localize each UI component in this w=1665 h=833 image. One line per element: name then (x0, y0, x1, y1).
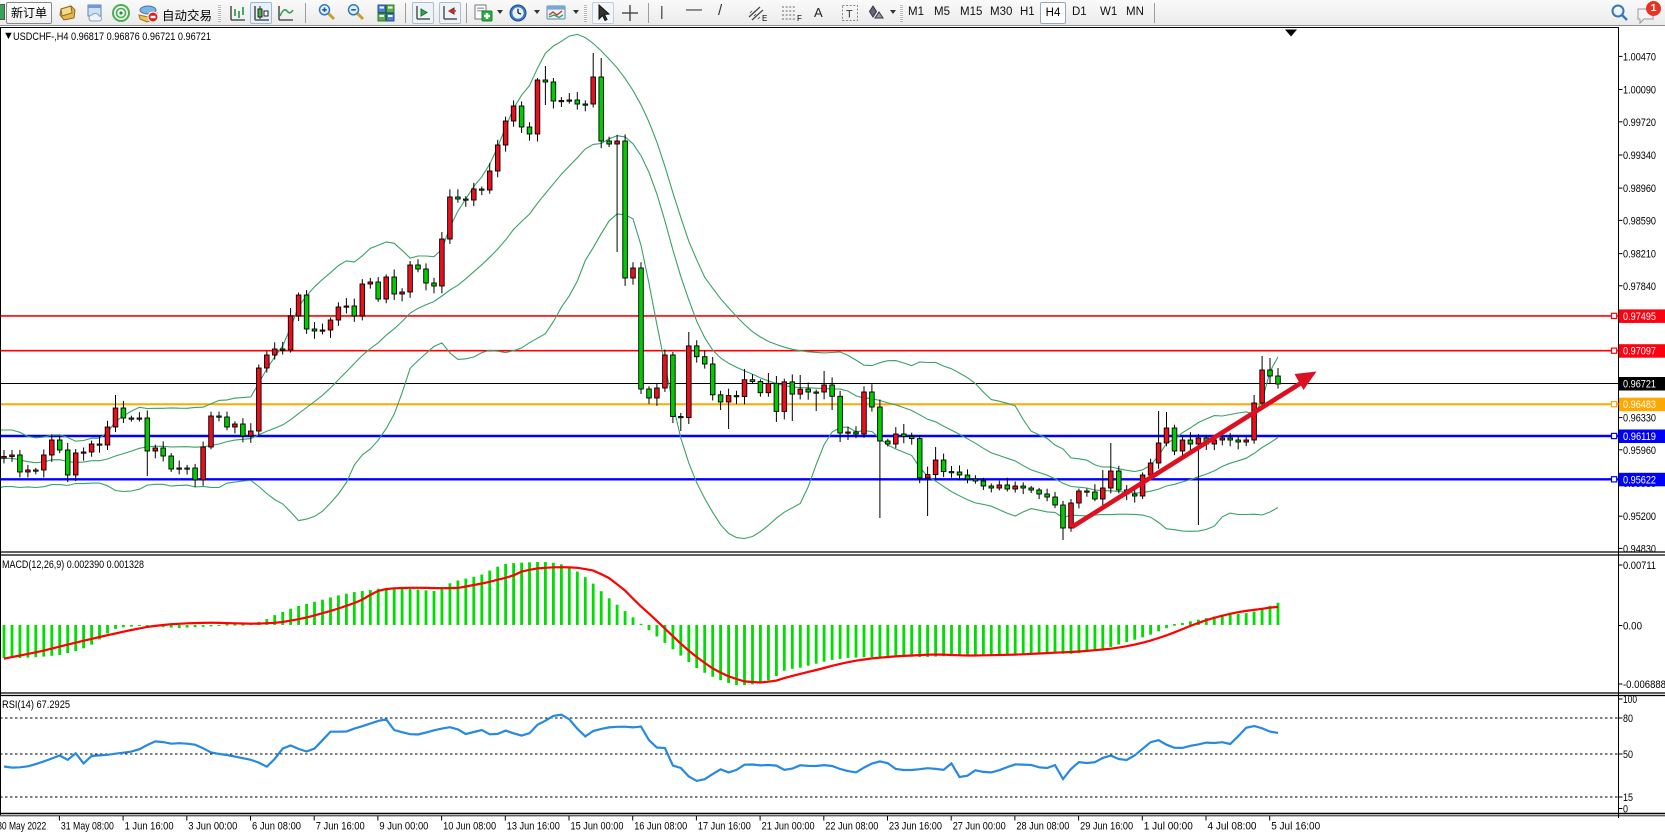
svg-text:MACD(12,26,9) 0.002390 0.00132: MACD(12,26,9) 0.002390 0.001328 (2, 559, 144, 571)
svg-text:F: F (797, 14, 802, 23)
svg-text:9 Jun 00:00: 9 Jun 00:00 (379, 821, 428, 833)
svg-text:28 Jun 08:00: 28 Jun 08:00 (1016, 821, 1069, 833)
svg-text:0.95622: 0.95622 (1623, 474, 1656, 486)
svg-text:T: T (846, 9, 853, 21)
svg-text:0.97097: 0.97097 (1623, 346, 1656, 358)
svg-text:0.98960: 0.98960 (1623, 183, 1656, 195)
svg-text:0.99720: 0.99720 (1623, 117, 1656, 129)
svg-text:10 Jun 08:00: 10 Jun 08:00 (443, 821, 496, 833)
svg-text:0.98210: 0.98210 (1623, 249, 1656, 261)
svg-text:4 Jul 08:00: 4 Jul 08:00 (1208, 821, 1257, 833)
svg-text:▼: ▼ (3, 30, 14, 42)
svg-text:100: 100 (1623, 694, 1637, 706)
svg-text:1.00090: 1.00090 (1623, 85, 1656, 97)
svg-text:17 Jun 16:00: 17 Jun 16:00 (698, 821, 751, 833)
svg-text:6 Jun 08:00: 6 Jun 08:00 (252, 821, 301, 833)
svg-text:1 Jul 00:00: 1 Jul 00:00 (1144, 821, 1193, 833)
svg-text:0.95960: 0.95960 (1623, 445, 1656, 457)
svg-text:21 Jun 00:00: 21 Jun 00:00 (762, 821, 815, 833)
svg-text:0.98590: 0.98590 (1623, 215, 1656, 227)
svg-text:80: 80 (1623, 713, 1633, 725)
svg-text:15 Jun 00:00: 15 Jun 00:00 (571, 821, 624, 833)
svg-text:0.99340: 0.99340 (1623, 150, 1656, 162)
svg-text:0.96119: 0.96119 (1623, 431, 1656, 443)
svg-text:0.94830: 0.94830 (1623, 543, 1656, 555)
svg-text:0.96483: 0.96483 (1623, 399, 1656, 411)
svg-text:-0.006888: -0.006888 (1623, 679, 1665, 691)
svg-text:1 Jun 16:00: 1 Jun 16:00 (125, 821, 174, 833)
svg-text:22 Jun 08:00: 22 Jun 08:00 (825, 821, 878, 833)
svg-text:30 May 2022: 30 May 2022 (0, 821, 46, 833)
svg-text:16 Jun 08:00: 16 Jun 08:00 (634, 821, 687, 833)
svg-text:7 Jun 16:00: 7 Jun 16:00 (316, 821, 365, 833)
svg-text:13 Jun 16:00: 13 Jun 16:00 (507, 821, 560, 833)
svg-text:0.00711: 0.00711 (1623, 560, 1656, 572)
svg-text:5 Jul 16:00: 5 Jul 16:00 (1271, 821, 1320, 833)
svg-text:RSI(14) 67.2925: RSI(14) 67.2925 (2, 699, 70, 711)
svg-text:0.95200: 0.95200 (1623, 511, 1656, 523)
svg-text:0: 0 (1623, 804, 1628, 816)
svg-text:15: 15 (1623, 792, 1633, 804)
svg-text:23 Jun 16:00: 23 Jun 16:00 (889, 821, 942, 833)
svg-text:0.97495: 0.97495 (1623, 311, 1656, 323)
svg-text:31 May 08:00: 31 May 08:00 (61, 821, 114, 833)
svg-text:USDCHF-,H4 0.96817 0.96876 0.: USDCHF-,H4 0.96817 0.96876 0.96721 0.967… (13, 31, 211, 43)
svg-text:0.96721: 0.96721 (1623, 379, 1656, 391)
svg-text:0.00: 0.00 (1623, 621, 1642, 633)
svg-text:1.00470: 1.00470 (1623, 51, 1656, 63)
svg-text:0.97840: 0.97840 (1623, 281, 1656, 293)
svg-text:3 Jun 00:00: 3 Jun 00:00 (188, 821, 237, 833)
svg-text:27 Jun 00:00: 27 Jun 00:00 (953, 821, 1006, 833)
svg-text:E: E (762, 14, 767, 23)
svg-text:29 Jun 16:00: 29 Jun 16:00 (1080, 821, 1133, 833)
svg-text:0.96330: 0.96330 (1623, 413, 1656, 425)
svg-text:50: 50 (1623, 749, 1633, 761)
